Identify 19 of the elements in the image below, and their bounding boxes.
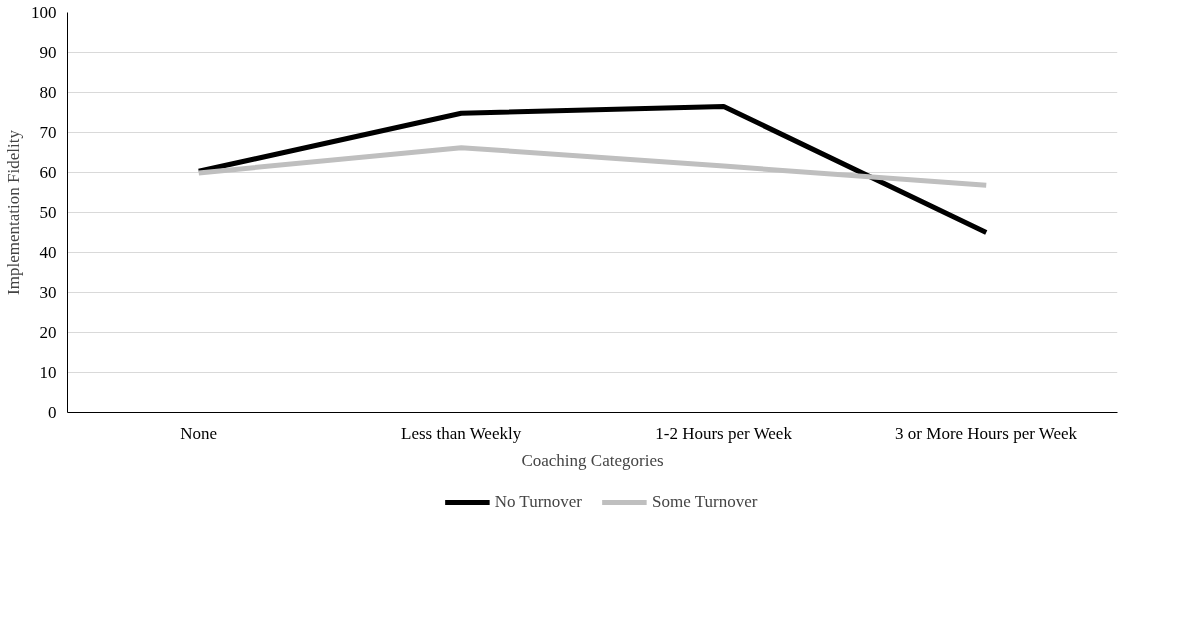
y-tick-label: 40 — [39, 243, 57, 262]
x-tick-label: Less than Weekly — [401, 423, 522, 443]
x-tick-label: 1-2 Hours per Week — [655, 423, 793, 443]
y-tick-label: 100 — [31, 3, 57, 22]
y-tick-label: 50 — [39, 203, 57, 222]
legend-label: Some Turnover — [652, 492, 758, 512]
y-axis-title: Implementation Fidelity — [4, 129, 23, 295]
x-tick-label: None — [180, 423, 218, 443]
y-tick-label: 90 — [39, 43, 57, 62]
y-tick-label: 60 — [39, 163, 57, 182]
y-tick-label: 30 — [39, 283, 57, 302]
x-axis-title: Coaching Categories — [521, 450, 664, 470]
y-tick-label: 20 — [39, 323, 57, 342]
x-tick-label: 3 or More Hours per Week — [895, 423, 1078, 443]
y-tick-label: 0 — [48, 403, 57, 422]
y-tick-label: 80 — [39, 83, 57, 102]
y-tick-label: 70 — [39, 123, 57, 142]
y-tick-label: 10 — [39, 363, 57, 382]
legend-label: No Turnover — [494, 492, 583, 512]
